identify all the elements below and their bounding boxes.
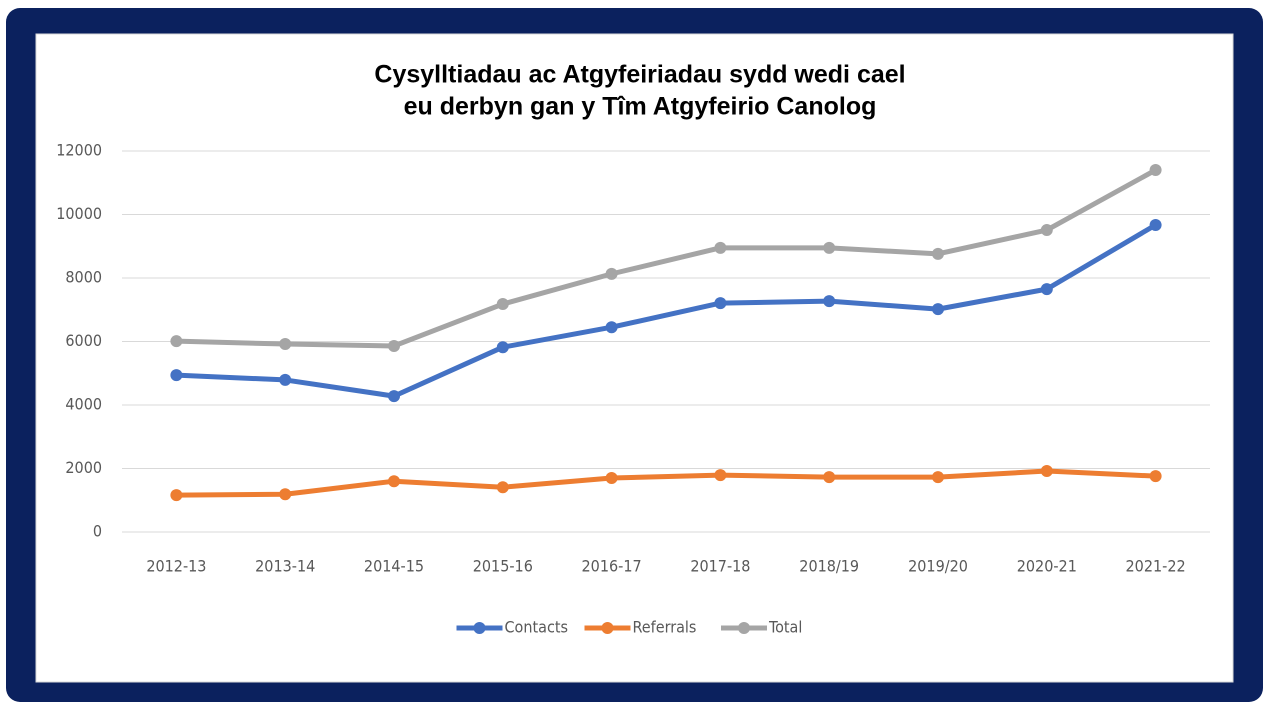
y-tick-label: 4000 bbox=[65, 395, 102, 414]
marker bbox=[1040, 465, 1053, 478]
x-tick-label: 2014-15 bbox=[364, 557, 424, 576]
marker bbox=[388, 390, 400, 403]
marker bbox=[605, 321, 618, 334]
marker bbox=[170, 489, 183, 502]
marker bbox=[1149, 218, 1162, 231]
line bbox=[176, 468, 1156, 498]
marker bbox=[605, 267, 618, 280]
y-tick-label: 12000 bbox=[56, 141, 102, 160]
x-tick-label: 2016-17 bbox=[582, 557, 642, 576]
panel bbox=[35, 33, 1234, 683]
y-tick-label: 0 bbox=[93, 522, 102, 541]
marker bbox=[932, 247, 944, 260]
marker bbox=[1149, 164, 1162, 177]
y-tick-label: 2000 bbox=[65, 458, 102, 477]
y-tick-label: 10000 bbox=[56, 204, 102, 223]
marker bbox=[823, 241, 836, 254]
line bbox=[176, 167, 1157, 349]
marker bbox=[496, 481, 509, 494]
y-tick-label: 8000 bbox=[65, 268, 102, 287]
marker bbox=[823, 471, 836, 484]
marker bbox=[279, 488, 292, 501]
marker bbox=[388, 475, 400, 488]
marker bbox=[496, 341, 509, 354]
marker bbox=[823, 295, 836, 308]
chart-title: Cysylltiadau ac Atgyfeiriadau sydd wedi … bbox=[374, 61, 905, 89]
marker bbox=[932, 303, 944, 316]
x-tick-label: 2018/19 bbox=[799, 557, 859, 576]
x-tick-label: 2019/20 bbox=[908, 557, 968, 576]
marker bbox=[1040, 283, 1053, 296]
marker bbox=[1040, 224, 1053, 237]
legend-marker bbox=[601, 622, 614, 634]
legend-label: Referrals bbox=[633, 618, 697, 637]
chart-subtitle: eu derbyn gan y Tîm Atgyfeirio Canolog bbox=[404, 93, 877, 121]
marker bbox=[170, 335, 183, 348]
marker bbox=[714, 241, 727, 254]
x-tick-label: 2020-21 bbox=[1017, 557, 1077, 576]
marker bbox=[170, 369, 183, 382]
x-tick-label: 2012-13 bbox=[146, 557, 206, 576]
marker bbox=[714, 297, 727, 310]
legend-label: Contacts bbox=[505, 618, 569, 637]
legend-label: Total bbox=[768, 618, 802, 637]
legend-marker bbox=[738, 622, 750, 634]
x-tick-label: 2013-14 bbox=[255, 557, 315, 576]
marker bbox=[388, 339, 400, 352]
marker bbox=[496, 298, 509, 311]
marker bbox=[1149, 470, 1162, 483]
x-tick-label: 2015-16 bbox=[473, 557, 533, 576]
marker bbox=[279, 338, 292, 351]
marker bbox=[279, 373, 292, 386]
marker bbox=[605, 472, 618, 485]
marker bbox=[932, 471, 944, 484]
x-tick-label: 2021-22 bbox=[1126, 557, 1186, 576]
legend-marker bbox=[473, 622, 486, 634]
x-tick-label: 2017-18 bbox=[690, 557, 750, 576]
marker bbox=[714, 469, 727, 482]
line bbox=[176, 222, 1157, 399]
y-tick-label: 6000 bbox=[65, 331, 102, 350]
